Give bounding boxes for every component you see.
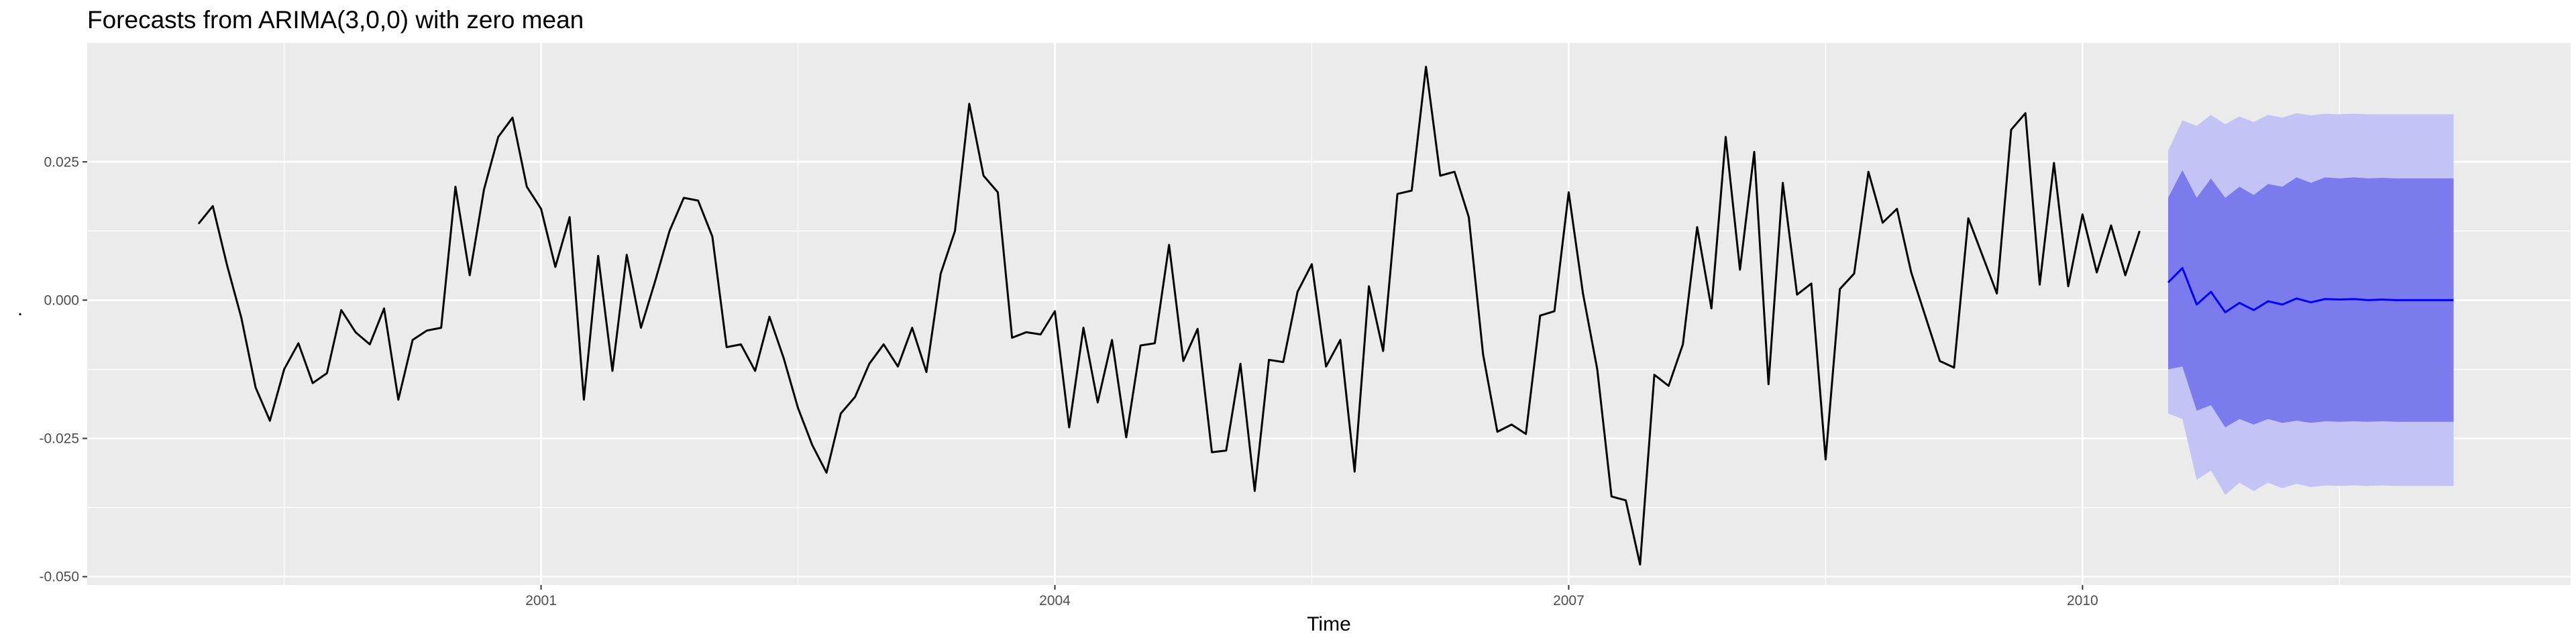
y-tick-label: -0.025: [39, 431, 79, 447]
x-axis-title: Time: [1307, 613, 1351, 635]
chart-title: Forecasts from ARIMA(3,0,0) with zero me…: [87, 6, 584, 34]
x-tick-label: 2001: [525, 593, 557, 608]
forecast-mean-line: [2167, 267, 2454, 314]
x-tick-label: 2004: [1039, 593, 1071, 608]
y-tick-label: 0.025: [44, 154, 79, 170]
y-axis-title: .: [17, 298, 23, 320]
forecast-band-80: [2168, 170, 2454, 428]
major-gridlines: [87, 43, 2571, 585]
x-tick-label: 2010: [2067, 593, 2098, 608]
x-tick-label: 2007: [1553, 593, 1585, 608]
series-lines: [197, 65, 2454, 566]
observed-series-line: [197, 65, 2141, 566]
axes: -0.050 -0.025 0.000 0.025 2001 2004 2007 2010: [39, 154, 2098, 608]
y-tick-label: 0.000: [44, 292, 79, 308]
y-tick-label: -0.050: [39, 570, 79, 585]
forecast-intervals: [2168, 113, 2454, 495]
